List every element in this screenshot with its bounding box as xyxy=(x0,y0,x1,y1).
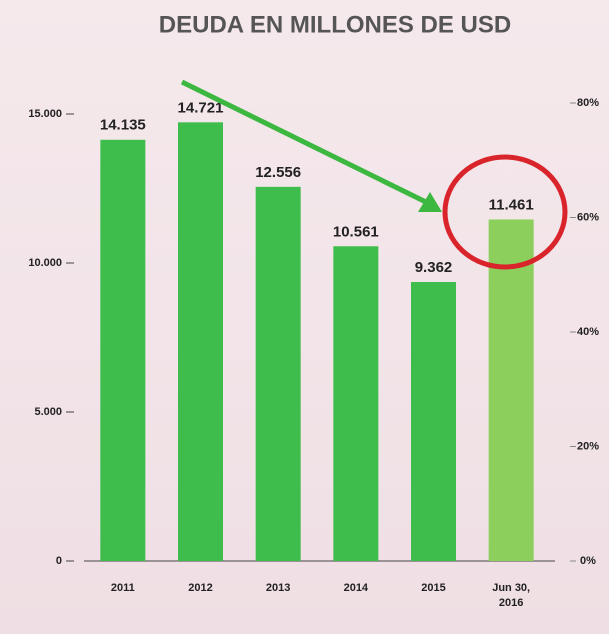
bar xyxy=(255,186,301,561)
trend-arrow xyxy=(180,79,434,208)
y2-tick-label: 0% xyxy=(580,555,596,567)
data-label: 9.362 xyxy=(415,259,453,276)
bar xyxy=(333,246,379,561)
data-label: 11.461 xyxy=(489,196,534,213)
x-tick-label: 2015 xyxy=(421,582,446,594)
bar xyxy=(100,139,146,562)
data-label: 14.721 xyxy=(178,99,224,116)
bar xyxy=(411,282,456,561)
highlight-circle xyxy=(442,154,568,270)
y-tick-label: 15.000 xyxy=(28,108,62,120)
x-tick-label: 2013 xyxy=(265,582,291,594)
y2-tick-label: 60% xyxy=(577,211,599,223)
data-label: 14.135 xyxy=(100,117,146,134)
data-label: 12.556 xyxy=(255,164,301,181)
y2-tick-label: 20% xyxy=(577,440,599,452)
data-label: 10.561 xyxy=(333,223,379,240)
x-tick-label: 2011 xyxy=(110,582,135,594)
arrow-head xyxy=(418,192,442,212)
chart-title: DEUDA EN MILLONES DE USD xyxy=(159,11,511,38)
y2-tick-label: 80% xyxy=(577,97,599,109)
x-tick-label: 2014 xyxy=(343,582,369,594)
y-tick-label: 0 xyxy=(56,555,62,567)
bar xyxy=(178,122,223,561)
x-tick-label: 2012 xyxy=(188,582,213,594)
bar xyxy=(488,219,534,561)
y-tick-label: 10.000 xyxy=(28,257,62,269)
x-tick-label: Jun 30, 2016 xyxy=(492,582,531,609)
y2-tick-label: 40% xyxy=(577,326,599,338)
y-tick-label: 5.000 xyxy=(34,406,62,418)
